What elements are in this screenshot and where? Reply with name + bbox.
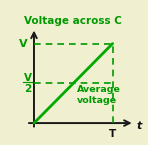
Text: t: t xyxy=(136,121,141,131)
Text: Voltage across C: Voltage across C xyxy=(24,16,122,26)
Text: V: V xyxy=(19,39,28,49)
Text: T: T xyxy=(109,129,116,139)
Text: 2: 2 xyxy=(24,84,31,94)
Text: V: V xyxy=(24,73,32,83)
Text: Average
voltage: Average voltage xyxy=(77,85,121,105)
